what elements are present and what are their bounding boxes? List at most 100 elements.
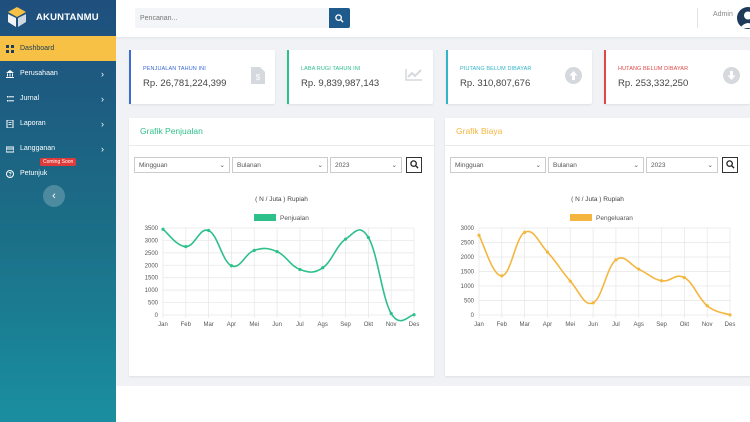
chevron-down-icon: ⌄ (707, 162, 713, 169)
sales-line-chart: ( N / Juta ) Rupiah Penjualan 0 500 1000 1500… (145, 196, 420, 328)
chart-filters: Mingguan ⌄ Bulanan ⌄ 2023 ⌄ (450, 157, 738, 173)
data-point (184, 245, 188, 249)
dashboard-icon (4, 44, 16, 53)
card-title: LABA RUGI TAHUN INI (301, 66, 361, 72)
sidebar-item-petunjuk[interactable]: Coming Soon Petunjuk (0, 158, 116, 186)
period-select[interactable]: Mingguan ⌄ (134, 157, 230, 173)
sidebar-item-label: Laporan (20, 120, 46, 127)
y-tick-label: 2000 (461, 255, 475, 261)
month-select[interactable]: Bulanan ⌄ (548, 157, 644, 173)
period-select[interactable]: Mingguan ⌄ (450, 157, 546, 173)
x-tick-label: Nov (386, 322, 397, 328)
data-point (500, 274, 504, 278)
stat-card-penjualan: PENJUALAN TAHUN INI Rp. 26,781,224,399 $ (129, 50, 275, 104)
data-point (343, 237, 348, 241)
chart-title: ( N / Juta ) Rupiah (255, 196, 308, 203)
x-tick-label: Mei (249, 322, 259, 328)
help-icon (4, 169, 16, 178)
data-point (591, 301, 595, 305)
data-point (275, 250, 279, 254)
chevron-right-icon: › (101, 143, 104, 154)
sidebar-item-laporan[interactable]: Laporan › (0, 111, 116, 136)
legend-label: Pengeluaran (596, 215, 633, 222)
sidebar-item-langganan[interactable]: Langganan › (0, 136, 116, 161)
y-tick-label: 2500 (145, 251, 159, 257)
x-tick-label: Jun (588, 322, 598, 328)
data-point (161, 227, 165, 231)
y-tick-label: 3500 (145, 226, 159, 232)
sidebar-item-perusahaan[interactable]: Perusahaan › (0, 61, 116, 86)
data-point (705, 304, 709, 308)
footer (116, 386, 750, 422)
stat-card-piutang: PIUTANG BELUM DIBAYAR Rp. 310,807,676 (446, 50, 592, 104)
x-tick-label: Ags (634, 322, 644, 328)
y-tick-label: 3000 (145, 238, 159, 244)
filter-search-button[interactable] (722, 157, 738, 173)
sidebar-item-label: Dashboard (20, 45, 55, 52)
report-icon (4, 119, 16, 128)
panel-divider (129, 145, 434, 146)
data-point (477, 233, 481, 237)
x-tick-label: Mei (565, 322, 575, 328)
trend-up-icon (405, 67, 423, 86)
brand-logo-icon (6, 6, 28, 28)
search-icon (335, 11, 344, 26)
data-point (523, 230, 527, 234)
legend-label: Penjualan (280, 215, 309, 222)
legend-swatch (254, 214, 276, 221)
card-value: Rp. 9,839,987,143 (301, 78, 380, 89)
svg-text:$: $ (256, 73, 261, 82)
x-tick-label: Nov (702, 322, 713, 328)
chart-filters: Mingguan ⌄ Bulanan ⌄ 2023 ⌄ (134, 157, 422, 173)
sidebar-toggle-button[interactable]: ‹ (43, 185, 65, 207)
chart-panel-biaya: Grafik Biaya Mingguan ⌄ Bulanan ⌄ 2023 ⌄ ( … (445, 118, 750, 376)
search-icon (409, 156, 419, 174)
period-select-value: Mingguan (455, 161, 484, 169)
avatar[interactable] (737, 7, 750, 29)
period-select-value: Mingguan (139, 161, 168, 169)
x-tick-label: Feb (497, 322, 508, 328)
search-button[interactable] (329, 8, 350, 28)
data-point (229, 264, 234, 268)
year-select[interactable]: 2023 ⌄ (646, 157, 718, 173)
card-title: HUTANG BELUM DIBAYAR (618, 66, 689, 72)
x-tick-label: Jun (272, 322, 282, 328)
chart-title: ( N / Juta ) Rupiah (571, 196, 624, 203)
data-point (614, 258, 618, 262)
card-title: PIUTANG BELUM DIBAYAR (460, 66, 532, 72)
chevron-down-icon: ⌄ (391, 162, 397, 169)
card-accent (446, 50, 448, 104)
x-tick-label: Okt (364, 322, 374, 328)
stat-card-hutang: HUTANG BELUM DIBAYAR Rp. 253,332,250 (604, 50, 750, 104)
data-point (298, 267, 302, 272)
brand-name: AKUNTANMU (36, 11, 99, 23)
panel-title: Grafik Penjualan (140, 126, 203, 136)
sidebar-item-jurnal[interactable]: Jurnal › (0, 86, 116, 111)
chart-panel-penjualan: Grafik Penjualan Mingguan ⌄ Bulanan ⌄ 2023… (129, 118, 434, 376)
chevron-left-icon: ‹ (52, 190, 56, 202)
x-tick-label: Sep (656, 322, 667, 328)
data-point (728, 313, 732, 317)
brand[interactable]: AKUNTANMU (0, 0, 116, 34)
month-select[interactable]: Bulanan ⌄ (232, 157, 328, 173)
arrow-up-circle-icon (565, 67, 582, 89)
user-name[interactable]: Admin (713, 11, 733, 18)
chevron-right-icon: › (101, 68, 104, 79)
panel-title: Grafik Biaya (456, 126, 503, 136)
card-accent (287, 50, 289, 104)
x-tick-label: Mar (519, 322, 529, 328)
card-value: Rp. 253,332,250 (618, 78, 689, 89)
sidebar-item-dashboard[interactable]: Dashboard (0, 36, 116, 61)
year-select[interactable]: 2023 ⌄ (330, 157, 402, 173)
chevron-down-icon: ⌄ (535, 162, 541, 169)
sidebar: AKUNTANMU Dashboard Perusahaan › Jurnal … (0, 0, 116, 422)
filter-search-button[interactable] (406, 157, 422, 173)
y-tick-label: 1500 (145, 276, 159, 282)
search-input[interactable] (135, 8, 329, 28)
panel-divider (445, 145, 750, 146)
x-tick-label: Jan (158, 322, 168, 328)
chevron-down-icon: ⌄ (219, 162, 225, 169)
data-point (252, 248, 256, 252)
x-tick-label: Des (725, 322, 736, 328)
series-line (162, 228, 415, 322)
